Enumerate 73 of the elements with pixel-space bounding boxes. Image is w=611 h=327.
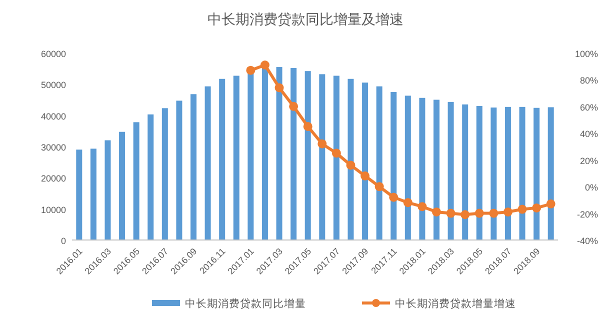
- y2-tick-label: -20%: [576, 209, 598, 220]
- bar: [76, 150, 82, 240]
- y-tick-label: 50000: [40, 80, 66, 90]
- bar: [434, 100, 440, 240]
- bar: [319, 74, 326, 240]
- bar: [290, 68, 297, 240]
- y-tick-label: 40000: [40, 111, 66, 122]
- point: [432, 207, 441, 216]
- bar: [219, 78, 226, 240]
- point: [503, 207, 512, 216]
- y-tick-label: 20000: [40, 174, 66, 184]
- point: [332, 148, 341, 158]
- point: [360, 171, 370, 180]
- bar: [248, 72, 254, 240]
- y2-tick-label: 20%: [580, 156, 598, 166]
- bar: [162, 108, 168, 240]
- y2-tick-label: 100%: [574, 49, 598, 59]
- bar: [119, 132, 126, 240]
- bar: [362, 82, 368, 240]
- bar: [476, 106, 482, 240]
- point: [418, 202, 427, 212]
- bar: [504, 106, 511, 240]
- point: [546, 199, 556, 208]
- point: [246, 66, 256, 75]
- bar: [104, 140, 111, 240]
- y-tick-label: 30000: [40, 142, 66, 152]
- bar: [304, 71, 311, 240]
- y2-tick-label: 80%: [580, 76, 598, 86]
- point: [460, 210, 470, 220]
- bar: [376, 86, 382, 240]
- point: [474, 208, 484, 218]
- point: [303, 122, 312, 131]
- y-tick-label: 0: [60, 236, 66, 246]
- chart-title: 中长期消费贷款同比增量及增速: [208, 11, 404, 27]
- bar: [233, 76, 240, 240]
- point: [532, 203, 542, 212]
- point: [346, 160, 356, 170]
- bar: [548, 107, 554, 240]
- bar: [534, 108, 540, 240]
- bar: [462, 104, 468, 240]
- y-tick-label: 10000: [40, 204, 66, 215]
- bar: [519, 106, 526, 240]
- point: [374, 182, 384, 192]
- bar: [390, 92, 397, 240]
- y2-tick-label: 60%: [580, 102, 598, 112]
- bar: [448, 102, 454, 240]
- bar: [419, 98, 426, 240]
- point: [389, 192, 398, 202]
- point: [446, 208, 456, 218]
- legend-label: 中长期消费贷款同比增量: [185, 297, 306, 310]
- point: [289, 102, 298, 111]
- bar: [333, 76, 340, 240]
- point: [403, 198, 412, 208]
- point: [489, 208, 498, 218]
- bar: [490, 108, 497, 240]
- bar: [276, 67, 282, 240]
- y2-tick-label: 40%: [580, 129, 598, 140]
- point: [260, 60, 270, 70]
- bar: [176, 100, 182, 240]
- point: [518, 204, 527, 214]
- bar: [190, 94, 196, 240]
- bar: [90, 148, 96, 240]
- bar: [204, 86, 211, 240]
- bar: [148, 114, 154, 240]
- legend-label: 中长期消费贷款增量增速: [395, 297, 516, 310]
- bar: [133, 122, 140, 240]
- y2-tick-label: 0%: [584, 182, 598, 193]
- point: [318, 139, 327, 148]
- bar: [348, 78, 354, 240]
- y-tick-label: 60000: [40, 49, 66, 59]
- y2-tick-label: -40%: [576, 236, 598, 246]
- point: [274, 83, 284, 92]
- bar: [404, 96, 411, 240]
